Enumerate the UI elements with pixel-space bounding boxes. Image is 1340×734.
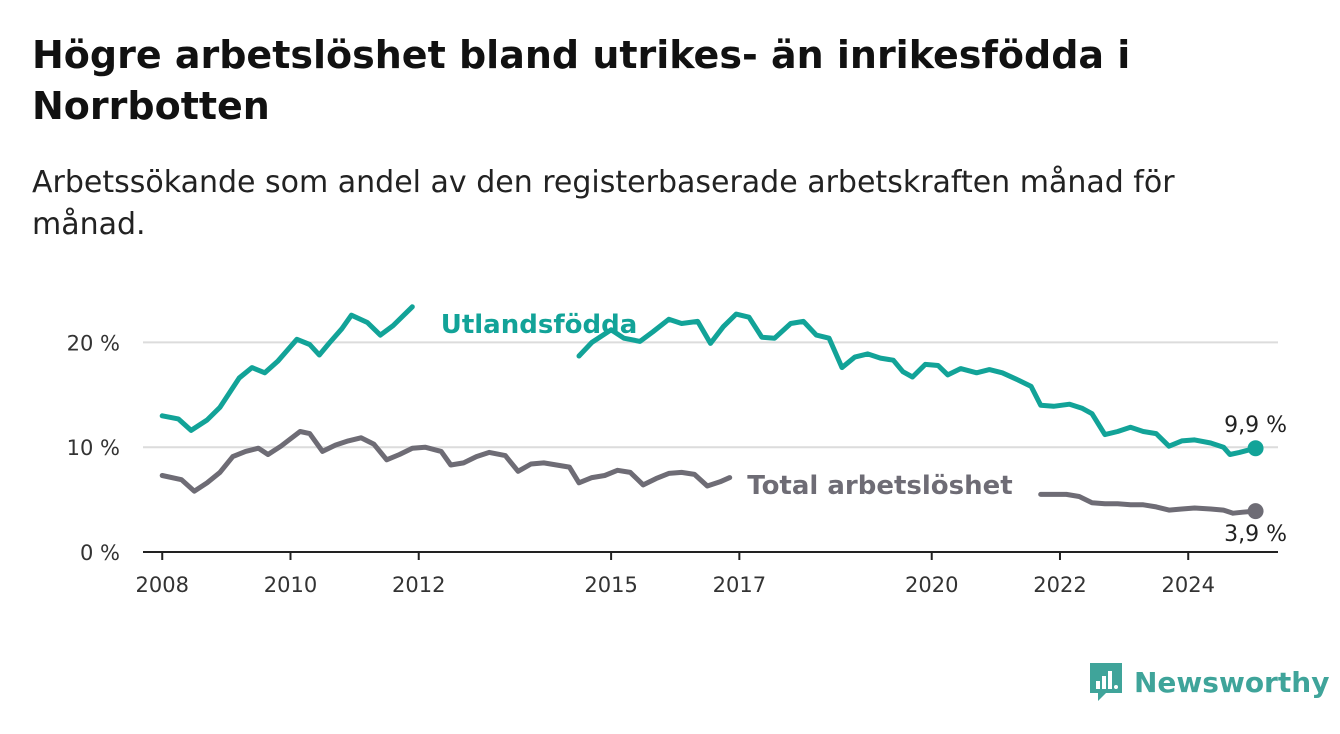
series-end-label-1: 3,9 % [1224, 522, 1287, 547]
x-tick-label: 2022 [1033, 573, 1086, 597]
chart-title: Högre arbetslöshet bland utrikes- än inr… [32, 33, 1131, 128]
series-name-label-1: Total arbetslöshet [747, 471, 1012, 501]
x-tick-label: 2020 [905, 573, 958, 597]
y-tick-label: 10 % [67, 436, 120, 460]
series-line-0 [576, 311, 1259, 457]
series-line-0 [159, 304, 415, 433]
y-tick-label: 20 % [67, 331, 120, 355]
x-tick-label: 2010 [264, 573, 317, 597]
y-tick-label: 0 % [80, 541, 120, 565]
x-tick-label: 2024 [1161, 573, 1214, 597]
x-tick-label: 2012 [392, 573, 445, 597]
series-name-label-0: Utlandsfödda [441, 310, 638, 340]
series-line-1 [159, 429, 733, 494]
series-end-label-0: 9,9 % [1224, 413, 1287, 438]
series-end-point-0 [1247, 440, 1264, 457]
newsworthy-logo-icon [1090, 663, 1122, 701]
x-tick-label: 2008 [136, 573, 189, 597]
series-line-1 [1038, 491, 1259, 516]
brand: Newsworthy [1088, 660, 1329, 704]
brand-name: Newsworthy [1134, 665, 1330, 699]
x-tick-label: 2015 [584, 573, 637, 597]
series-end-point-1 [1247, 503, 1264, 520]
chart-subtitle: Arbetssökande som andel av den registerb… [32, 165, 1175, 242]
x-tick-label: 2017 [713, 573, 766, 597]
